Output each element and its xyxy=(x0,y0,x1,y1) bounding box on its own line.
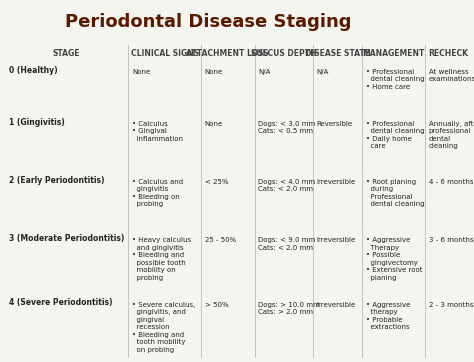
Text: Annually, after
professional
dental
cleaning: Annually, after professional dental clea… xyxy=(429,121,474,149)
Text: Reversible: Reversible xyxy=(317,121,353,127)
Text: 0 (Healthy): 0 (Healthy) xyxy=(9,66,57,75)
Text: 2 (Early Periodontitis): 2 (Early Periodontitis) xyxy=(9,176,104,185)
Text: RECHECK: RECHECK xyxy=(428,49,468,58)
Text: 2 - 3 months: 2 - 3 months xyxy=(429,302,473,308)
Text: 3 (Moderate Periodontitis): 3 (Moderate Periodontitis) xyxy=(9,234,124,243)
Text: > 50%: > 50% xyxy=(205,302,228,308)
Text: None: None xyxy=(132,69,151,75)
Text: Irreversible: Irreversible xyxy=(317,302,356,308)
Text: 25 - 50%: 25 - 50% xyxy=(205,237,236,243)
Text: None: None xyxy=(205,69,223,75)
Text: Dogs: < 3.0 mm
Cats: < 0.5 mm: Dogs: < 3.0 mm Cats: < 0.5 mm xyxy=(258,121,316,134)
Text: Dogs: < 4.0 mm
Cats: < 2.0 mm: Dogs: < 4.0 mm Cats: < 2.0 mm xyxy=(258,178,315,192)
Text: STAGE: STAGE xyxy=(53,49,81,58)
Text: Irreversible: Irreversible xyxy=(317,178,356,185)
Text: SULCUS DEPTH: SULCUS DEPTH xyxy=(251,49,317,58)
Text: • Aggressive
  therapy
• Probable
  extractions: • Aggressive therapy • Probable extracti… xyxy=(366,302,410,330)
Text: MANAGEMENT: MANAGEMENT xyxy=(362,49,425,58)
Text: • Aggressive
  Therapy
• Possible
  gingivectomy
• Extensive root
  planing: • Aggressive Therapy • Possible gingivec… xyxy=(366,237,422,281)
Text: N/A: N/A xyxy=(317,69,329,75)
Text: At wellness
examinations: At wellness examinations xyxy=(429,69,474,82)
Text: 4 - 6 months: 4 - 6 months xyxy=(429,178,473,185)
Text: N/A: N/A xyxy=(258,69,271,75)
Text: • Professional
  dental cleaning
• Daily home
  care: • Professional dental cleaning • Daily h… xyxy=(366,121,424,149)
Text: • Severe calculus,
  gingivitis, and
  gingival
  recession
• Bleeding and
  too: • Severe calculus, gingivitis, and gingi… xyxy=(132,302,196,353)
Text: Irreversible: Irreversible xyxy=(317,237,356,243)
Text: < 25%: < 25% xyxy=(205,178,228,185)
Text: 4 (Severe Periodontitis): 4 (Severe Periodontitis) xyxy=(9,298,112,307)
Text: 3 - 6 months: 3 - 6 months xyxy=(429,237,474,243)
Text: • Calculus
• Gingival
  inflammation: • Calculus • Gingival inflammation xyxy=(132,121,183,142)
Text: • Heavy calculus
  and gingivitis
• Bleeding and
  possible tooth
  mobility on
: • Heavy calculus and gingivitis • Bleedi… xyxy=(132,237,191,281)
Text: DISEASE STATE: DISEASE STATE xyxy=(305,49,370,58)
Text: • Root planing
  during
  Professional
  dental cleaning: • Root planing during Professional denta… xyxy=(366,178,424,207)
Text: 1 (Gingivitis): 1 (Gingivitis) xyxy=(9,118,64,127)
Text: ATTACHMENT LOSS: ATTACHMENT LOSS xyxy=(186,49,269,58)
Text: • Professional
  dental cleaning
• Home care: • Professional dental cleaning • Home ca… xyxy=(366,69,424,90)
Text: Dogs: < 9.0 mm
Cats: < 2.0 mm: Dogs: < 9.0 mm Cats: < 2.0 mm xyxy=(258,237,316,251)
Text: CLINICAL SIGNS: CLINICAL SIGNS xyxy=(131,49,199,58)
Text: None: None xyxy=(205,121,223,127)
Text: Periodontal Disease Staging: Periodontal Disease Staging xyxy=(65,13,352,31)
Text: • Calculus and
  gingivitis
• Bleeding on
  probing: • Calculus and gingivitis • Bleeding on … xyxy=(132,178,183,207)
Text: Dogs: > 10.0 mm
Cats: > 2.0 mm: Dogs: > 10.0 mm Cats: > 2.0 mm xyxy=(258,302,320,315)
